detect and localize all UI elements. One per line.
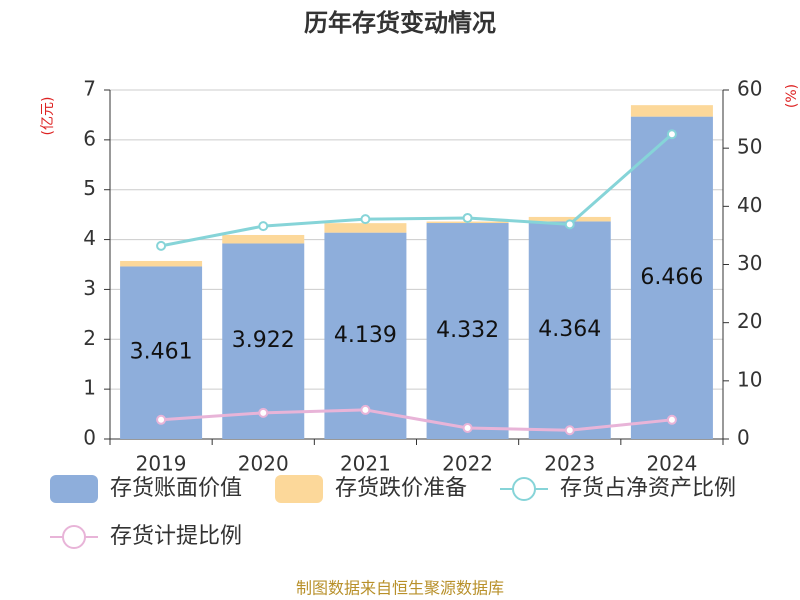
data-label: 4.364 bbox=[538, 317, 601, 342]
y2-tick-label: 30 bbox=[737, 251, 762, 275]
y-tick-label: 6 bbox=[83, 126, 96, 150]
bar-segment bbox=[324, 232, 407, 439]
y-tick-label: 7 bbox=[83, 77, 96, 101]
legend-label: 存货跌价准备 bbox=[335, 476, 467, 501]
bar-segment bbox=[324, 223, 407, 233]
x-tick-label: 2022 bbox=[442, 452, 493, 476]
bar-segment bbox=[222, 243, 305, 439]
line-point bbox=[666, 129, 677, 140]
chart-title: 历年存货变动情况 bbox=[304, 9, 496, 37]
bar-segment bbox=[528, 221, 611, 439]
bar-segment bbox=[528, 216, 611, 222]
bar-segment bbox=[630, 105, 713, 117]
line-point bbox=[462, 212, 473, 223]
bar-segment bbox=[426, 223, 509, 439]
legend-marker bbox=[62, 525, 86, 549]
y-axis-label: (亿元) bbox=[40, 97, 56, 136]
data-label: 3.461 bbox=[130, 340, 193, 365]
y-tick-label: 3 bbox=[83, 276, 96, 300]
bar-segment bbox=[630, 116, 713, 439]
line-point bbox=[258, 407, 269, 418]
y-tick-label: 1 bbox=[83, 376, 96, 400]
legend-swatch bbox=[275, 475, 323, 503]
line-point bbox=[462, 422, 473, 433]
y2-tick-label: 60 bbox=[737, 77, 762, 101]
line-point bbox=[564, 219, 575, 230]
line-point bbox=[156, 240, 167, 251]
bar-segment bbox=[222, 234, 305, 244]
y-tick-label: 5 bbox=[83, 176, 96, 200]
y2-tick-label: 10 bbox=[737, 367, 762, 391]
legend-marker bbox=[512, 477, 536, 501]
legend-label: 存货计提比例 bbox=[110, 524, 242, 549]
y-tick-label: 0 bbox=[83, 426, 96, 450]
data-label: 4.139 bbox=[334, 323, 397, 348]
x-tick-label: 2020 bbox=[238, 452, 289, 476]
x-tick-label: 2024 bbox=[646, 452, 697, 476]
y-tick-label: 4 bbox=[83, 226, 96, 250]
x-tick-label: 2021 bbox=[340, 452, 391, 476]
y2-tick-label: 0 bbox=[737, 426, 750, 450]
bar-segment bbox=[120, 260, 203, 267]
legend-swatch bbox=[50, 475, 98, 503]
x-tick-label: 2023 bbox=[544, 452, 595, 476]
line-point bbox=[360, 404, 371, 415]
y2-tick-label: 50 bbox=[737, 135, 762, 159]
data-label: 6.466 bbox=[640, 265, 703, 290]
line-point bbox=[564, 425, 575, 436]
data-label: 3.922 bbox=[232, 328, 295, 353]
line-point bbox=[156, 414, 167, 425]
y2-tick-label: 40 bbox=[737, 193, 762, 217]
source-note: 制图数据来自恒生聚源数据库 bbox=[296, 579, 504, 598]
y2-tick-label: 20 bbox=[737, 309, 762, 333]
data-label: 4.332 bbox=[436, 318, 499, 343]
x-tick-label: 2019 bbox=[136, 452, 187, 476]
line-point bbox=[258, 221, 269, 232]
line-series bbox=[160, 133, 673, 248]
line-series bbox=[160, 408, 673, 432]
bar-segment bbox=[120, 266, 203, 439]
legend-label: 存货占净资产比例 bbox=[560, 476, 736, 501]
legend-label: 存货账面价值 bbox=[110, 476, 242, 501]
y2-axis-label: (%) bbox=[784, 84, 800, 108]
y-tick-label: 2 bbox=[83, 326, 96, 350]
line-point bbox=[666, 414, 677, 425]
line-point bbox=[360, 214, 371, 225]
